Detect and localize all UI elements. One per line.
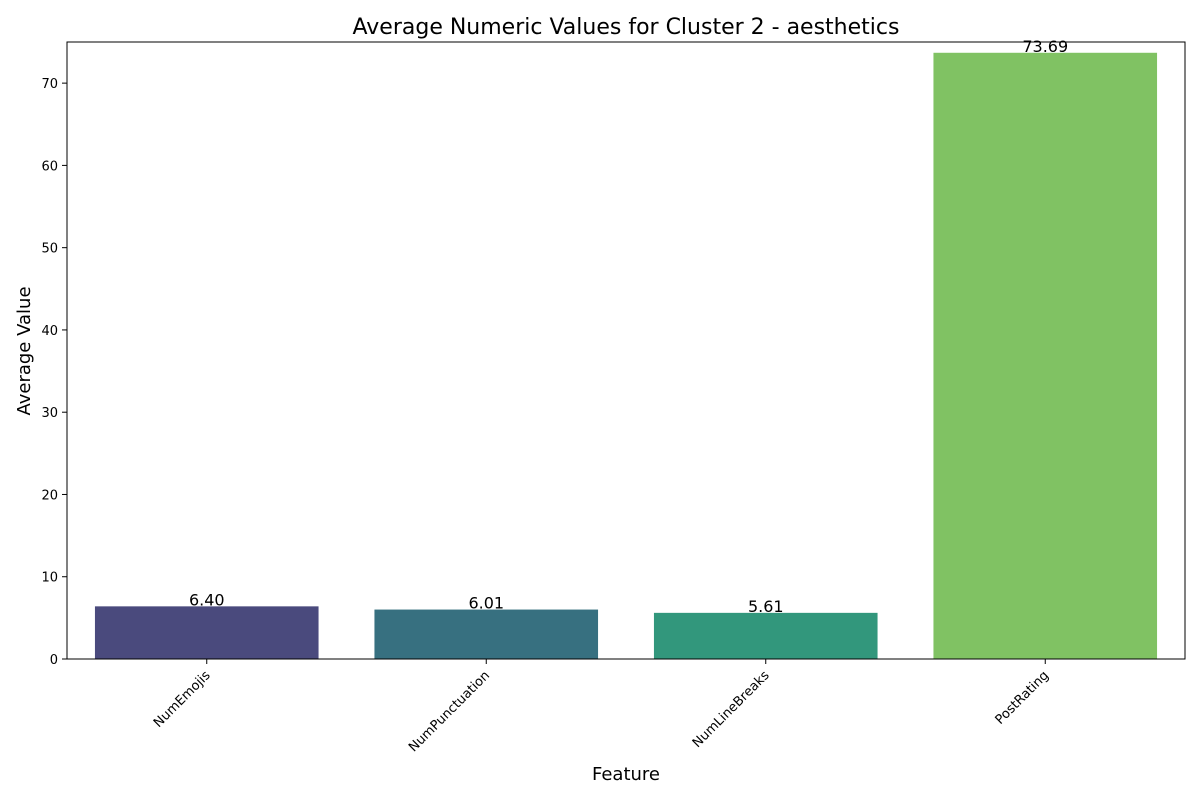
y-axis-label: Average Value	[14, 286, 35, 415]
data-label-NumPunctuation: 6.01	[468, 594, 504, 613]
y-tick-label: 0	[50, 653, 58, 668]
data-label-NumLineBreaks: 5.61	[748, 597, 784, 616]
y-tick-label: 10	[41, 571, 58, 586]
y-tick-label: 60	[41, 159, 58, 174]
x-tick-label-NumPunctuation: NumPunctuation	[406, 668, 493, 755]
bar-NumPunctuation	[374, 609, 599, 659]
chart-title: Average Numeric Values for Cluster 2 - a…	[353, 15, 900, 40]
x-tick-label-PostRating: PostRating	[993, 668, 1052, 727]
y-tick-label: 40	[41, 324, 58, 339]
x-axis-ticks: NumEmojis NumPunctuation NumLineBreaks Post…	[151, 659, 1052, 755]
y-axis-ticks: 0 10 20 30 40 50 60 70	[41, 77, 67, 668]
bars-layer	[94, 52, 1158, 660]
y-tick-label: 70	[41, 77, 58, 92]
data-label-PostRating: 73.69	[1022, 37, 1068, 56]
x-tick-label-NumEmojis: NumEmojis	[151, 668, 214, 731]
plot-frame	[66, 41, 1186, 660]
y-tick-label: 30	[41, 406, 58, 421]
y-tick-label: 20	[41, 488, 58, 503]
y-tick-label: 50	[41, 242, 58, 257]
data-label-NumEmojis: 6.40	[189, 590, 225, 609]
x-axis-label: Feature	[592, 764, 660, 785]
x-tick-label-NumLineBreaks: NumLineBreaks	[690, 668, 773, 751]
bar-NumEmojis	[94, 606, 319, 659]
bar-NumLineBreaks	[653, 612, 878, 659]
bar-PostRating	[933, 52, 1158, 660]
